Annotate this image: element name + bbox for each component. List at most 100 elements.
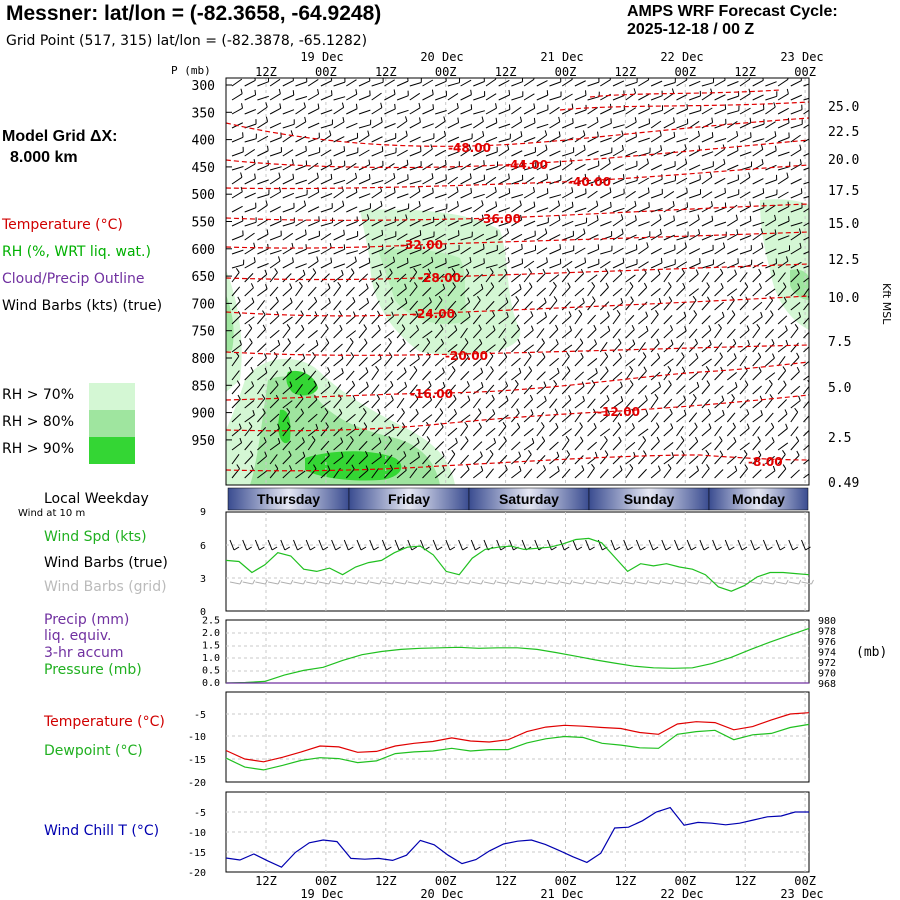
wind-barb-shaft <box>307 162 319 171</box>
wind-barb-shaft <box>777 272 786 283</box>
wind-barb-shaft <box>701 107 713 115</box>
pressure-tick-label: 300 <box>192 79 215 94</box>
wind-barb-shaft <box>371 136 383 143</box>
wind-barb-shaft <box>765 412 774 423</box>
wind-barb-shaft <box>688 164 701 171</box>
wind-barb-feather <box>610 201 612 207</box>
wind-barb-shaft <box>320 233 332 241</box>
wind-barb-shaft <box>739 370 748 381</box>
wind-barb-feather <box>312 268 317 273</box>
wind-barb-feather <box>380 200 383 206</box>
wind-barb-shaft <box>269 272 278 283</box>
wind-barb-feather <box>277 339 281 345</box>
wind-barb-shaft <box>650 357 661 367</box>
wind-barb-shaft <box>485 442 496 451</box>
wind-barb-shaft <box>460 356 469 367</box>
precip-y-tick: 0.5 <box>202 666 220 677</box>
wind-barb-shaft <box>752 316 763 325</box>
wind-barb-true <box>254 539 260 551</box>
wind-barb-shaft <box>295 274 306 283</box>
wind-barb-shaft <box>523 468 533 479</box>
wind-barb-true-feather <box>259 546 265 551</box>
wind-barb-grid-feather <box>379 579 383 585</box>
wind-barb-grid-feather <box>582 579 586 585</box>
wind-barb-shaft <box>384 261 395 269</box>
wind-barb-shaft <box>269 286 279 297</box>
wind-barb-feather <box>492 325 496 331</box>
wind-barb-feather <box>774 145 777 151</box>
wind-barb-shaft <box>257 427 267 437</box>
wind-barb-feather <box>722 144 726 150</box>
wind-barb-feather <box>254 89 257 95</box>
wind-barb-shaft <box>676 454 685 465</box>
wind-barb-shaft <box>422 440 431 451</box>
wind-barb-shaft <box>739 264 752 269</box>
wind-barb-feather <box>631 423 635 429</box>
wind-barb-shaft <box>701 442 712 451</box>
wind-barb-shaft <box>396 193 409 199</box>
wind-barb-shaft <box>625 314 635 325</box>
wind-barb-shaft <box>663 151 676 157</box>
wind-barb-feather <box>644 395 648 401</box>
wind-barb-shaft <box>371 150 383 157</box>
wind-barb-shaft <box>574 80 586 87</box>
wind-barb-feather <box>495 103 497 109</box>
wind-barb-feather <box>240 186 243 192</box>
wind-barb-shaft <box>384 454 393 465</box>
wind-barb-feather <box>749 117 752 123</box>
wind-barb-shaft <box>371 314 381 325</box>
windchill-y-tick: -5 <box>194 808 206 819</box>
wind-barb-feather <box>583 228 586 234</box>
wind-barb-feather <box>428 380 432 386</box>
wind-barb-shaft <box>625 81 638 87</box>
wind-barb-shaft <box>333 412 343 423</box>
wind-barb-shaft <box>460 454 470 465</box>
wind-barb-feather <box>289 283 293 289</box>
wind-barb-shaft <box>689 80 701 87</box>
wind-barb-shaft <box>777 428 788 437</box>
wind-barb-shaft <box>561 79 573 87</box>
wind-barb-shaft <box>384 468 393 479</box>
wind-barb-feather <box>326 450 330 456</box>
wind-barb-feather <box>327 381 331 387</box>
wind-barb-shaft <box>536 455 546 465</box>
wind-barb-shaft <box>650 262 663 269</box>
wind-barb-shaft <box>549 121 561 129</box>
wind-barb-shaft <box>231 151 244 157</box>
wind-barb-shaft <box>257 106 268 115</box>
wind-barb-feather <box>798 395 801 401</box>
wind-barb-shaft <box>574 247 586 255</box>
wind-barb-shaft <box>739 78 751 87</box>
wind-barb-shaft <box>790 178 802 185</box>
wind-barb-feather <box>239 339 242 345</box>
wind-barb-shaft <box>384 301 394 311</box>
wind-barb-shaft <box>371 369 379 381</box>
wind-barb-feather <box>723 158 726 164</box>
wind-barb-shaft <box>676 163 687 171</box>
wind-barb-feather <box>571 201 574 207</box>
wind-barb-shaft <box>320 247 332 255</box>
wind-barb-shaft <box>562 220 574 227</box>
wind-barb-feather <box>483 160 485 166</box>
wind-barb-feather <box>390 395 394 401</box>
wind-barb-shaft <box>422 287 432 297</box>
bottom-date-label: 22 Dec <box>660 887 703 900</box>
wind-barb-true-feather <box>309 546 316 551</box>
wind-barb-feather <box>694 338 698 344</box>
wind-barb-feather <box>782 282 787 288</box>
wind-barb-shaft <box>447 122 459 129</box>
wind-barb-shaft <box>396 247 408 255</box>
pressure-y-tick: 972 <box>818 658 836 669</box>
wind-barb-feather <box>794 324 799 329</box>
wind-barb-true <box>648 539 654 551</box>
wind-barb-shaft <box>574 313 583 325</box>
wind-barb-shaft <box>790 440 800 451</box>
wind-barb-feather <box>389 464 394 470</box>
wind-barb-shaft <box>333 205 345 213</box>
wind-barb-shaft <box>472 455 483 465</box>
wind-barb-shaft <box>396 357 407 367</box>
wind-barb-feather <box>708 339 712 345</box>
wind-barb-shaft <box>244 414 255 423</box>
wind-barb-feather <box>325 338 330 344</box>
wind-barb-feather <box>442 367 445 373</box>
